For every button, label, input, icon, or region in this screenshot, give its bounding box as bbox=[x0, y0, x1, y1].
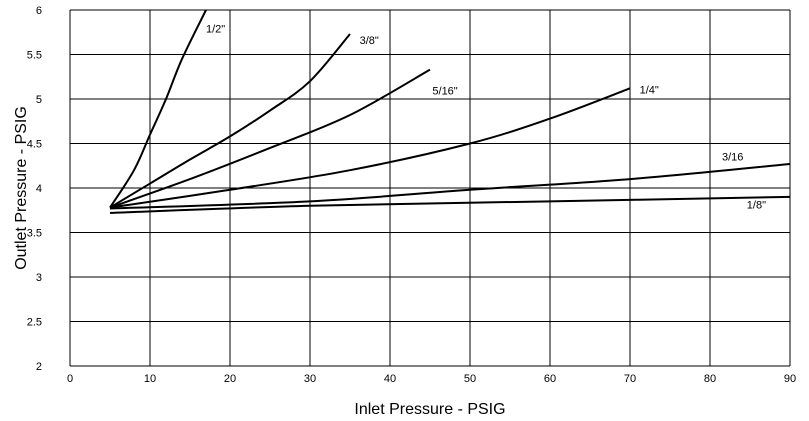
series-label: 3/8" bbox=[360, 35, 379, 47]
series-label: 1/4" bbox=[640, 85, 659, 97]
x-tick-labels: 0 10 20 30 40 50 60 70 80 90 bbox=[67, 373, 796, 385]
series-label: 5/16" bbox=[432, 86, 457, 98]
y-axis-title: Outlet Pressure - PSIG bbox=[13, 106, 30, 270]
x-tick-label: 30 bbox=[304, 373, 316, 385]
y-tick-label: 2 bbox=[36, 361, 42, 373]
y-tick-label: 2.5 bbox=[27, 317, 42, 329]
series-line bbox=[109, 68, 431, 209]
series-label: 3/16 bbox=[722, 151, 743, 163]
x-tick-label: 70 bbox=[624, 373, 636, 385]
x-tick-label: 60 bbox=[544, 373, 556, 385]
y-tick-label: 3.5 bbox=[27, 228, 42, 240]
x-tick-label: 10 bbox=[144, 373, 156, 385]
y-tick-label: 5.5 bbox=[27, 50, 42, 62]
x-tick-label: 0 bbox=[67, 373, 73, 385]
y-tick-label: 4.5 bbox=[27, 139, 42, 151]
series-line bbox=[109, 195, 791, 214]
x-tick-label: 40 bbox=[384, 373, 396, 385]
series-label: 1/8" bbox=[747, 199, 766, 211]
series-line bbox=[109, 9, 207, 209]
x-tick-label: 20 bbox=[224, 373, 236, 385]
x-tick-label: 90 bbox=[784, 373, 796, 385]
series-label: 1/2" bbox=[206, 23, 225, 35]
x-tick-label: 80 bbox=[704, 373, 716, 385]
y-tick-labels: 2 2.5 3 3.5 4 4.5 5 5.5 6 bbox=[27, 5, 42, 373]
y-tick-label: 5 bbox=[36, 94, 42, 106]
y-tick-label: 6 bbox=[36, 5, 42, 17]
series-line bbox=[109, 87, 631, 209]
x-tick-label: 50 bbox=[464, 373, 476, 385]
series-lines bbox=[109, 9, 791, 214]
y-tick-label: 4 bbox=[36, 183, 42, 195]
grid bbox=[69, 9, 791, 367]
series-line bbox=[109, 162, 791, 210]
series-labels: 1/2" 3/8" 5/16" 1/4" 3/16 1/8" bbox=[206, 23, 766, 211]
series-line bbox=[109, 33, 351, 209]
y-tick-label: 3 bbox=[36, 272, 42, 284]
x-axis-title: Inlet Pressure - PSIG bbox=[354, 401, 505, 418]
